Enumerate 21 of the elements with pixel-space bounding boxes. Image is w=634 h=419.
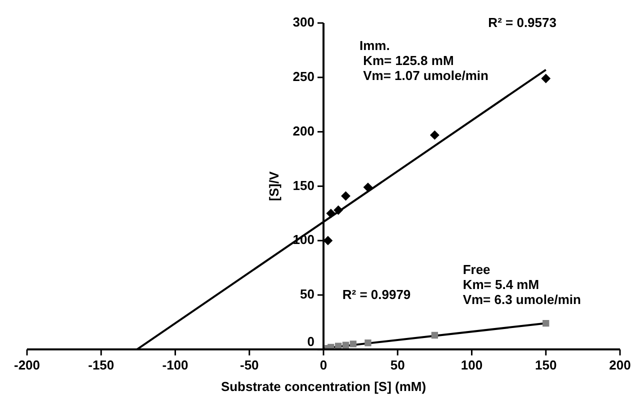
y-tick-label: 0 xyxy=(307,334,314,349)
annotation: R² = 0.9573 xyxy=(488,14,556,30)
x-tick-label: 100 xyxy=(460,357,483,372)
y-tick-label: 150 xyxy=(292,178,314,193)
y-tick-label: 250 xyxy=(292,68,314,84)
x-tick-label: -100 xyxy=(162,357,188,372)
x-tick-label: -50 xyxy=(240,357,259,372)
y-tick-label: 300 xyxy=(292,14,314,30)
annotation: R² = 0.9979 xyxy=(342,287,411,302)
annotation: Imm. Km= 125.8 mM Vm= 1.07 umole/min xyxy=(359,38,488,83)
x-tick-label: 150 xyxy=(535,357,557,372)
x-tick-label: 200 xyxy=(609,357,631,372)
y-tick-label: 50 xyxy=(300,286,314,302)
x-tick-label: 0 xyxy=(320,357,328,372)
y-tick-label: 200 xyxy=(292,123,314,138)
y-axis-title: [S]/V xyxy=(266,171,282,202)
x-tick-label: 50 xyxy=(390,357,405,372)
x-tick-label: -150 xyxy=(88,357,114,372)
x-axis-title: Substrate concentration [S] (mM) xyxy=(220,378,426,394)
x-tick-label: -200 xyxy=(14,357,40,372)
annotation: Free Km= 5.4 mM Vm= 6.3 umole/min xyxy=(462,262,582,308)
